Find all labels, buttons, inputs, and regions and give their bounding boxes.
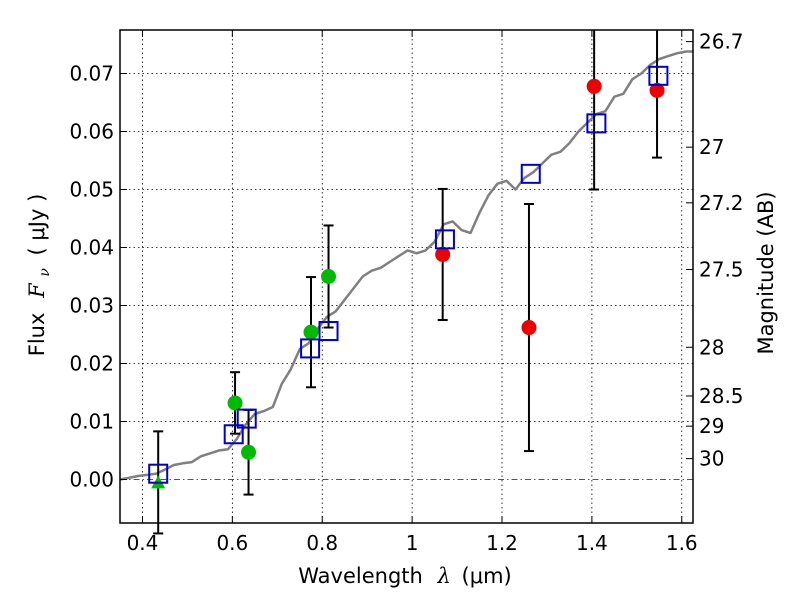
model-point-square [236,408,257,429]
x-axis-label-symbol: λ [437,564,451,588]
y-tick-label: 0.06 [69,120,114,144]
right-tick-label: 26.7 [699,30,744,54]
right-tick-label: 28.5 [699,384,744,408]
x-axis-label-text: Wavelength [298,564,423,588]
right-axis-label: Magnitude (AB) [754,191,778,354]
model-point-square [648,65,669,86]
ir-point [521,320,537,336]
y-tick-labels: 0.00 0.01 0.02 0.03 0.04 0.05 0.06 0.07 [69,62,114,492]
model-point-square [520,163,541,184]
model-point-square [148,463,169,484]
x-tick-label: 0.6 [216,531,248,555]
x-axis-label-unit: (μm) [462,564,512,588]
model-spectrum-line [119,50,693,481]
y-tick-label: 0.01 [69,410,114,434]
right-tick-label: 30 [699,447,724,471]
right-tick-label: 27 [699,135,724,159]
model-spectrum [119,50,693,481]
ir-point [586,78,602,94]
y-tick-label: 0.05 [69,178,114,202]
model-point-square [223,424,244,445]
hst-point [303,324,319,340]
model-point-square [586,113,607,134]
ir-point [649,82,665,98]
y-axis-label-unit: ( μJy ) [25,194,49,256]
y-axis-label-text: Flux [25,313,49,357]
ir-point [435,246,451,262]
model-point-square [434,229,455,250]
grid [120,30,693,523]
x-tick-label: 1.6 [666,531,698,555]
x-tick-label: 0.8 [306,531,338,555]
right-tick-label: 29 [699,414,724,438]
right-tick-label: 27.5 [699,258,744,282]
y-tick-label: 0.03 [69,294,114,318]
hst-point [227,395,243,411]
error-bars [153,30,663,535]
y-axis-label-subscript: ν [37,268,53,277]
right-tick-label: 28 [699,335,724,359]
right-tick-labels: 26.7 27 27.2 27.5 28 28.5 29 30 [699,30,744,471]
x-tick-label: 0.4 [127,531,159,555]
right-tick-label: 27.2 [699,191,744,215]
data-points [148,65,669,489]
x-tick-label: 1.2 [486,531,518,555]
axis-ticks [120,30,693,523]
hst-point [241,444,257,460]
x-axis-label: Wavelength λ (μm) [298,564,511,588]
y-axis-label-symbol: F [25,282,49,299]
x-tick-label: 1.4 [576,531,608,555]
x-tick-labels: 0.4 0.6 0.8 1 1.2 1.4 1.6 [127,531,698,555]
y-tick-label: 0.04 [69,236,114,260]
hst-point [321,269,337,284]
y-tick-label: 0.00 [69,468,114,492]
model-point-square [300,338,321,359]
plot-frame [119,29,694,524]
y-tick-label: 0.02 [69,352,114,376]
y-axis-label: Flux F ν ( μJy ) [25,194,54,357]
model-point-square [318,321,339,342]
y-tick-label: 0.07 [69,62,114,86]
x-tick-label: 1 [406,531,419,555]
